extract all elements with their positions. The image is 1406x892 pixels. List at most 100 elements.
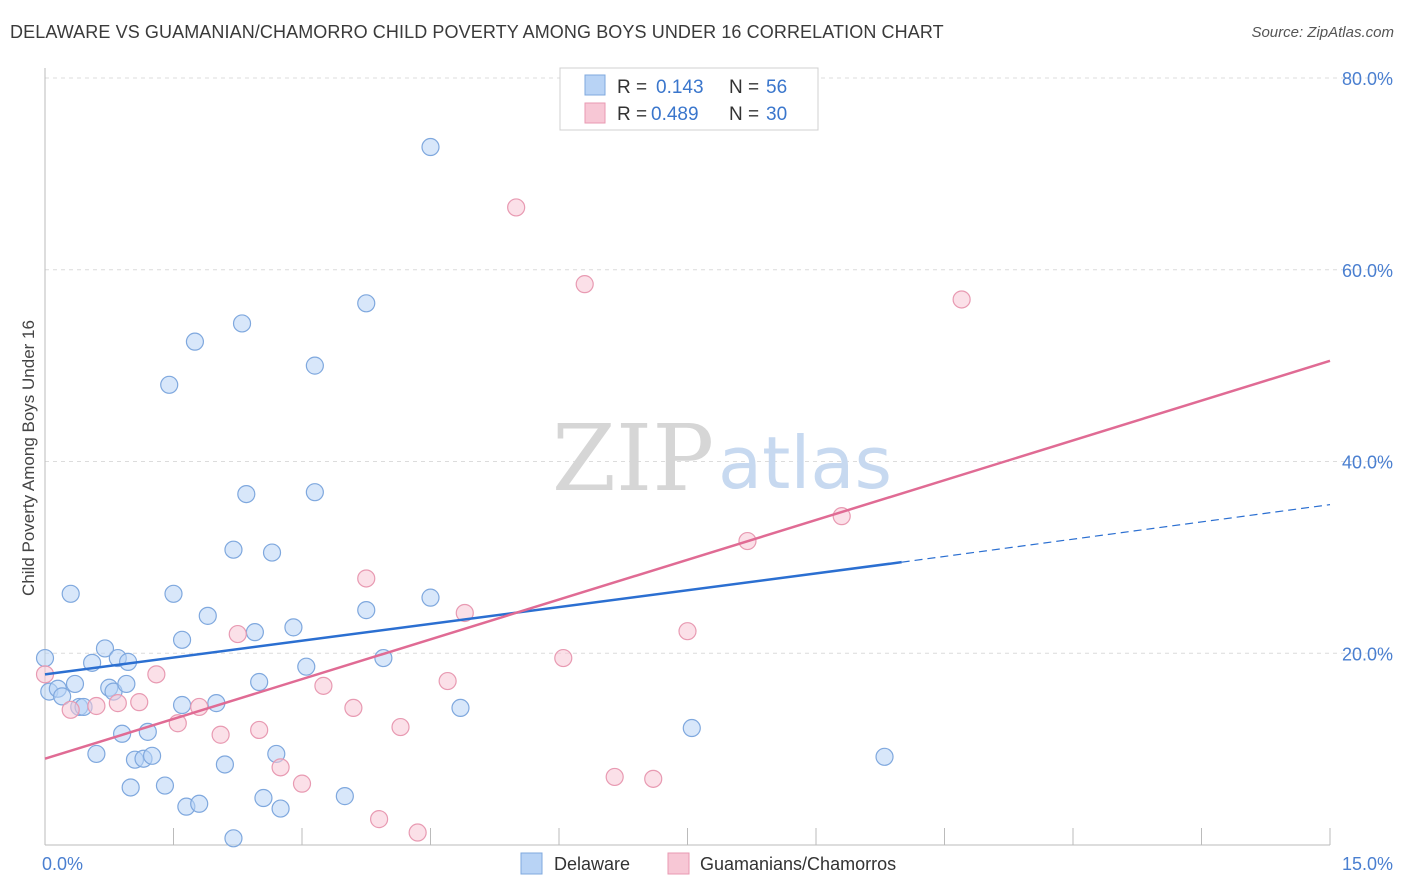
y-tick-label-1: 40.0% [1342, 453, 1393, 473]
x-tick-labels: 0.0% 15.0% [42, 854, 1393, 874]
delaware-point-4 [61, 584, 80, 603]
delaware-point-53 [451, 698, 470, 717]
legend-n-value-1: 56 [766, 77, 787, 98]
delaware-point-54 [682, 718, 701, 738]
delaware-point-47 [335, 787, 354, 806]
delaware-trend-extension [901, 504, 1331, 563]
delaware-point-10 [95, 639, 115, 658]
legend-r-label-1: R = [617, 77, 647, 98]
delaware-point-29 [190, 794, 209, 813]
axes [44, 68, 1331, 846]
delaware-point-42 [271, 799, 290, 818]
watermark-zip: ZIP [552, 405, 714, 512]
delaware-point-32 [215, 755, 234, 774]
guam-points [35, 198, 971, 842]
guam-point-19 [438, 671, 457, 691]
guam-point-12 [292, 774, 312, 793]
x-tick-label-1: 15.0% [1342, 854, 1393, 874]
guam-point-14 [344, 698, 363, 717]
delaware-point-26 [172, 630, 192, 649]
delaware-point-55 [875, 747, 894, 766]
trend-lines [44, 359, 1331, 760]
guam-point-23 [575, 275, 594, 294]
delaware-point-38 [250, 672, 269, 692]
y-axis-label: Child Poverty Among Boys Under 16 [19, 320, 38, 596]
delaware-point-30 [198, 606, 217, 625]
guam-point-24 [605, 767, 624, 787]
guam-point-25 [644, 769, 663, 788]
delaware-trend-line [44, 560, 902, 676]
guam-point-13 [314, 676, 333, 695]
legend-n-value-2: 30 [766, 104, 787, 125]
delaware-point-49 [357, 294, 376, 313]
guam-point-4 [130, 693, 149, 712]
stats-legend: R = 0.143 N = 56 R = 0.489 N = 30 [559, 67, 819, 131]
guam-point-3 [108, 694, 127, 713]
delaware-point-48 [357, 601, 376, 620]
delaware-point-9 [87, 744, 106, 764]
series-legend-swatch-delaware [520, 852, 543, 875]
series-legend-delaware: Delaware [554, 854, 630, 874]
delaware-point-17 [121, 778, 140, 797]
y-tick-label-2: 60.0% [1342, 261, 1393, 281]
delaware-point-24 [164, 584, 183, 603]
watermark-atlas: atlas [718, 421, 892, 505]
delaware-point-22 [155, 776, 175, 795]
guam-point-29 [952, 290, 971, 309]
legend-r-value-2: 0.489 [651, 104, 699, 125]
delaware-point-43 [284, 618, 303, 637]
legend-r-value-1: 0.143 [656, 77, 704, 98]
delaware-point-0 [35, 648, 55, 668]
legend-n-label-2: N = [729, 104, 759, 125]
delaware-point-45 [305, 356, 324, 375]
delaware-point-44 [297, 657, 316, 676]
watermark: ZIP atlas [552, 405, 892, 512]
series-legend: Delaware Guamanians/Chamorros [520, 852, 896, 875]
guam-point-2 [87, 696, 106, 716]
guam-point-9 [228, 624, 247, 644]
guam-point-8 [211, 725, 230, 744]
guam-point-5 [147, 665, 166, 684]
guam-point-21 [507, 198, 526, 217]
delaware-point-25 [172, 695, 192, 715]
guam-point-10 [250, 720, 269, 740]
legend-swatch-delaware [584, 74, 606, 96]
delaware-point-23 [160, 375, 179, 394]
guam-point-26 [678, 622, 697, 641]
guam-point-16 [370, 810, 389, 829]
y-tick-label-0: 20.0% [1342, 644, 1393, 664]
delaware-point-39 [254, 788, 273, 808]
y-tick-labels: 20.0% 40.0% 60.0% 80.0% [1342, 69, 1393, 664]
legend-n-label-1: N = [729, 77, 759, 98]
guam-point-15 [357, 569, 376, 588]
guam-point-11 [271, 758, 290, 777]
delaware-point-28 [185, 332, 205, 351]
delaware-points [35, 137, 894, 848]
delaware-point-37 [245, 623, 264, 642]
delaware-point-15 [117, 674, 136, 694]
delaware-point-40 [262, 543, 282, 562]
guam-point-22 [554, 648, 573, 668]
delaware-point-33 [224, 540, 243, 559]
delaware-point-46 [305, 483, 324, 502]
delaware-point-21 [142, 746, 162, 765]
series-legend-swatch-guam [667, 852, 690, 875]
chart-source: Source: ZipAtlas.com [1251, 24, 1394, 41]
delaware-point-51 [421, 137, 440, 157]
guam-point-17 [391, 717, 410, 737]
delaware-point-34 [224, 829, 243, 848]
delaware-point-35 [232, 314, 252, 333]
delaware-point-52 [421, 588, 440, 607]
x-tick-label-0: 0.0% [42, 854, 83, 874]
series-legend-guam: Guamanians/Chamorros [700, 854, 896, 874]
grid-lines [45, 77, 1392, 654]
delaware-point-36 [237, 484, 256, 504]
delaware-point-3 [53, 687, 72, 706]
y-tick-label-3: 80.0% [1342, 69, 1393, 89]
guam-point-18 [408, 823, 427, 842]
legend-swatch-guam [584, 102, 606, 124]
guam-point-1 [61, 700, 80, 719]
guam-trend-line [44, 359, 1331, 760]
chart-title: DELAWARE VS GUAMANIAN/CHAMORRO CHILD POV… [10, 22, 944, 42]
